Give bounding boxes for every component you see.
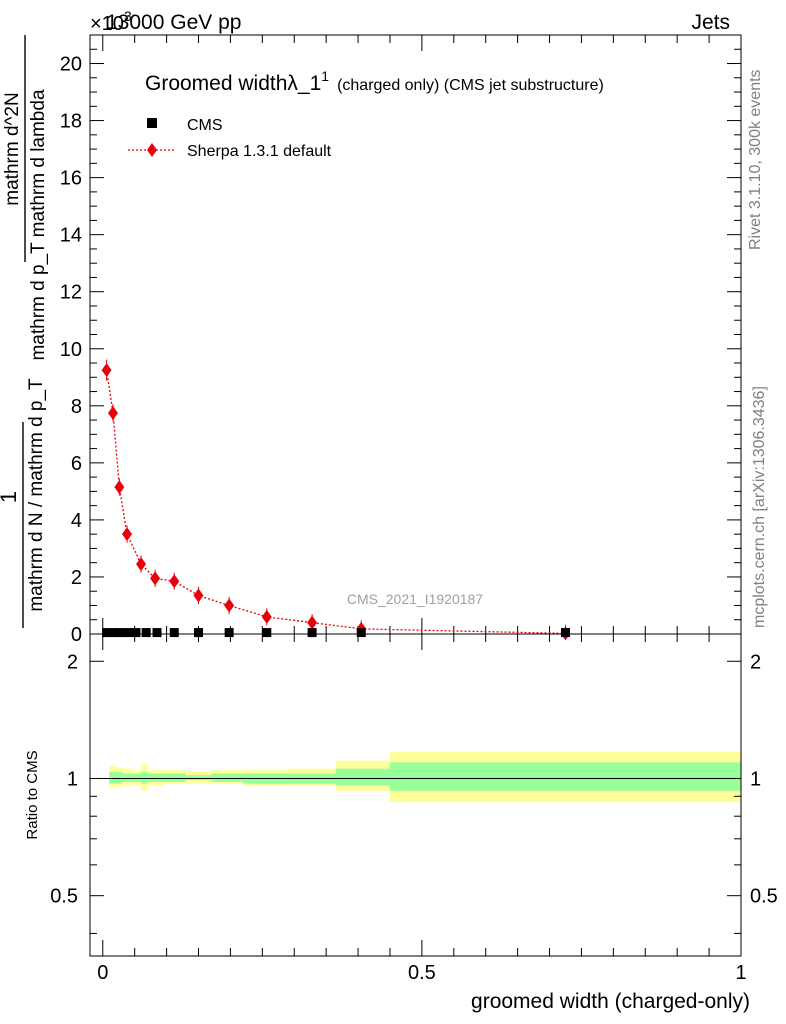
cms-point (152, 628, 162, 638)
cms-point (108, 628, 118, 638)
x-tick-label: 0 (97, 962, 108, 984)
main-y-tick-label: 10 (60, 339, 82, 361)
sherpa-point (136, 557, 147, 572)
ratio-band-inner (389, 762, 741, 791)
main-y-axis-label: 1 mathrm d N / mathrm d p_T mathrm d^2N … (0, 35, 49, 628)
cms-point (141, 628, 151, 638)
main-y-tick-label: 4 (71, 510, 82, 532)
rivet-label: Rivet 3.1.10, 300k events (747, 69, 764, 250)
ratio-panel-frame (89, 633, 742, 957)
ratio-band-inner (185, 775, 212, 781)
ratio-band-inner (121, 773, 132, 782)
cms-point (560, 628, 570, 638)
sherpa-point (114, 480, 125, 495)
exponent-label: ×103 (90, 8, 132, 35)
sherpa-point (107, 405, 118, 420)
main-panel: CMS_2021_I1920187 0 2 4 6 8 10 12 14 16 18 20 Groo… (60, 34, 742, 646)
ylabel-main-den: mathrm d p_T mathrm d lambda (28, 89, 49, 360)
cms-point (114, 628, 124, 638)
main-y-tick-label: 18 (60, 111, 82, 133)
ratio-band-inner (163, 773, 186, 782)
sherpa-point (169, 574, 180, 589)
ratio-y-label: Ratio to CMS (24, 750, 41, 839)
legend-cms-marker (147, 118, 157, 128)
sherpa-error-bars (106, 359, 566, 634)
energy-label: 13000 GeV pp (106, 11, 241, 34)
sherpa-point (224, 598, 235, 613)
main-y-tick-label: 0 (71, 624, 82, 646)
sherpa-points (101, 363, 571, 641)
ratio-x-ticks: 0 0.5 1 (97, 634, 747, 984)
ratio-band-inner (147, 773, 164, 782)
main-y-tick-label: 2 (71, 567, 82, 589)
legend-cms-label: CMS (187, 117, 223, 134)
main-y-tick-label: 6 (71, 453, 82, 475)
main-y-tick-label: 12 (60, 282, 82, 304)
ylabel-main-num: mathrm d^2N (2, 92, 23, 205)
legend-sherpa-marker (147, 143, 157, 157)
ratio-y-ticks: 0.5 0.5 1 1 2 2 (50, 651, 778, 934)
legend: CMS Sherpa 1.3.1 default (128, 117, 332, 160)
main-y-ticks: 0 2 4 6 8 10 12 14 16 18 20 (60, 34, 741, 646)
sherpa-point (193, 588, 204, 603)
ylabel-prefactor-num: 1 (0, 491, 21, 503)
main-y-tick-label: 14 (60, 225, 82, 247)
ylabel-prefactor-den: mathrm d N / mathrm d p_T (26, 378, 47, 612)
ratio-band-inner (141, 771, 148, 784)
cms-points (102, 628, 570, 638)
ratio-band-inner (211, 773, 244, 782)
sherpa-point (150, 571, 161, 586)
cms-point (356, 628, 366, 638)
sherpa-point (122, 527, 133, 542)
sherpa-point (261, 609, 272, 624)
cms-point (169, 628, 179, 638)
cms-point (224, 628, 234, 638)
watermark: CMS_2021_I1920187 (347, 591, 483, 607)
ratio-y-tick-label-right: 0.5 (750, 886, 778, 908)
ratio-y-tick-label: 1 (67, 768, 78, 790)
ratio-y-tick-label: 2 (67, 651, 78, 673)
ratio-band-inner (335, 768, 390, 786)
sherpa-point (101, 363, 112, 378)
x-tick-label: 1 (735, 962, 746, 984)
x-axis-label: groomed width (charged-only) (471, 990, 750, 1013)
ratio-y-tick-label-right: 2 (750, 651, 761, 673)
ratio-bands (109, 751, 741, 803)
main-y-tick-label: 8 (71, 396, 82, 418)
main-y-tick-label: 16 (60, 168, 82, 190)
cms-point (194, 628, 203, 638)
x-tick-label: 0.5 (408, 962, 436, 984)
chart-title: Groomed widthλ_11(charged only) (CMS jet… (145, 68, 604, 95)
ratio-band-inner (131, 773, 142, 782)
process-label: Jets (691, 11, 730, 34)
mcplots-label: mcplots.cern.ch [arXiv:1306.3436] (751, 386, 768, 628)
ratio-band-inner (109, 771, 116, 784)
sherpa-line (105, 370, 566, 635)
ratio-y-tick-label: 0.5 (50, 886, 78, 908)
cms-point (262, 628, 272, 638)
legend-sherpa-label: Sherpa 1.3.1 default (187, 143, 332, 160)
ratio-y-tick-label-right: 1 (750, 768, 761, 790)
cms-point (122, 628, 132, 638)
cms-point (131, 628, 141, 638)
sherpa-point (307, 615, 318, 630)
cms-point (307, 628, 317, 638)
main-y-tick-label: 20 (60, 54, 82, 76)
ratio-panel: 0.5 0.51 12 2 0 0.5 1 Ratio to CMS groomed wi… (24, 633, 778, 1013)
ratio-band-inner (115, 771, 122, 784)
cms-point (102, 628, 112, 638)
